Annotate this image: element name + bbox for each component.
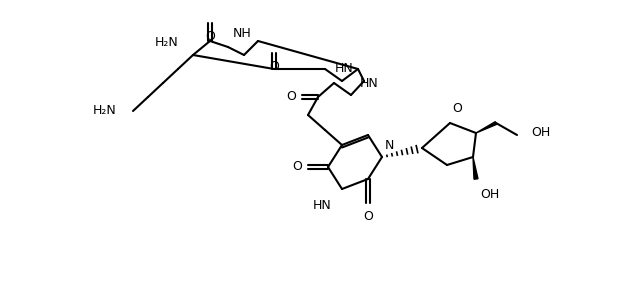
Polygon shape xyxy=(473,157,478,179)
Text: OH: OH xyxy=(480,188,499,201)
Text: O: O xyxy=(363,210,373,223)
Text: O: O xyxy=(292,161,302,173)
Text: H₂N: H₂N xyxy=(93,105,117,117)
Text: OH: OH xyxy=(531,127,550,139)
Text: O: O xyxy=(452,102,462,115)
Text: N: N xyxy=(385,139,394,152)
Text: HN: HN xyxy=(335,62,354,75)
Text: H₂N: H₂N xyxy=(154,37,178,50)
Text: O: O xyxy=(269,60,279,73)
Text: HN: HN xyxy=(360,77,379,90)
Polygon shape xyxy=(476,122,496,133)
Text: HN: HN xyxy=(313,199,332,212)
Text: NH: NH xyxy=(233,27,252,40)
Text: O: O xyxy=(286,91,296,103)
Text: O: O xyxy=(205,30,215,43)
